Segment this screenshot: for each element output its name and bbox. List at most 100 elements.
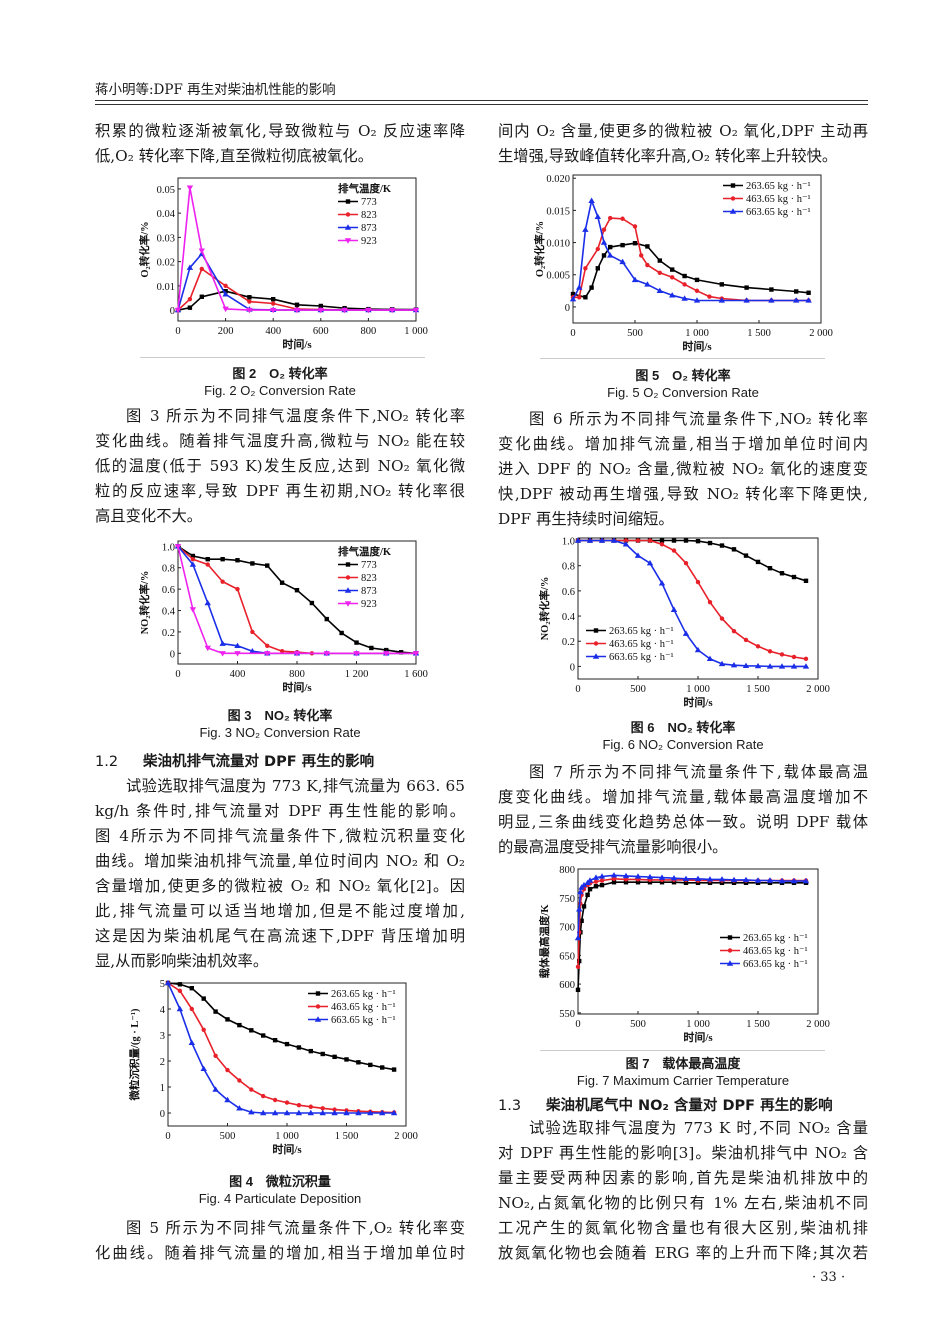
data-point: [598, 537, 606, 543]
x-axis-label: 时间/s: [282, 337, 312, 351]
data-point: [718, 660, 726, 667]
data-point: [766, 877, 774, 883]
data-point: [247, 299, 252, 304]
data-point: [693, 297, 701, 303]
data-point: [755, 644, 761, 649]
data-point: [634, 873, 642, 879]
y-axis-label: O₂转化率/%: [138, 221, 151, 277]
y-axis-label: NO₂转化率/%: [138, 571, 151, 635]
x-tick-label: 1 000: [275, 1131, 299, 1142]
y-tick-label: 750: [559, 894, 575, 905]
data-point: [623, 877, 629, 882]
legend-item: 463.65 kg · h⁻¹: [586, 639, 674, 650]
data-point: [622, 872, 630, 879]
data-point: [682, 273, 687, 279]
text-line: 此,排气流量可以适当地增加,但是不能过度增加,: [95, 902, 465, 920]
data-point: [579, 918, 584, 923]
data-point: [767, 566, 773, 571]
x-tick-label: 1 000: [686, 1019, 710, 1030]
legend-label: 263.65 kg · h⁻¹: [746, 181, 811, 192]
data-point: [707, 294, 712, 299]
y-tick-label: 5: [160, 980, 165, 990]
x-tick-label: 600: [313, 326, 329, 337]
y-tick-label: 0.2: [562, 637, 575, 648]
data-point: [803, 656, 809, 662]
legend-item: 463.65 kg · h⁻¹: [723, 194, 811, 205]
data-point: [718, 876, 726, 882]
data-point: [768, 297, 775, 303]
series-3: [569, 197, 812, 303]
text-line: 图 3 所示为不同排气温度条件下,NO₂ 转化率: [126, 407, 465, 425]
data-point: [164, 980, 172, 986]
text-line: 间内 O₂ 含量,使更多的微粒被 O₂ 氧化,DPF 主动再: [498, 122, 868, 140]
legend-label: 463.65 kg · h⁻¹: [746, 194, 811, 205]
data-point: [237, 1022, 242, 1028]
data-point: [743, 553, 749, 558]
data-point: [264, 651, 271, 657]
caption-zh: 图 2 O₂ 转化率: [232, 366, 328, 381]
text-line: 低的温度(低于 593 K)发生反应,达到 NO₂ 氧化微: [95, 457, 465, 475]
x-tick-label: 400: [265, 326, 281, 337]
data-point: [331, 1109, 338, 1116]
x-tick-label: 0: [575, 1019, 580, 1030]
data-point: [576, 284, 583, 290]
text-line: 生增强,导致峰值转化率升高,O₂ 转化率上升较快。: [498, 147, 838, 165]
legend-item: 263.65 kg · h⁻¹: [308, 989, 396, 1000]
y-tick-label: 0.005: [546, 271, 570, 282]
y-tick-label: 0: [570, 662, 575, 673]
x-tick-label: 2 000: [806, 1019, 830, 1030]
figure-5-chart: 0 500 1 000 1 500 2 000 0 0.005 0.010 0.015 0.020…: [533, 174, 833, 353]
data-point: [610, 872, 618, 878]
data-point: [644, 281, 651, 287]
data-point: [631, 276, 639, 283]
data-point: [670, 606, 678, 612]
x-tick-label: 1 000: [686, 684, 710, 695]
data-point: [669, 292, 676, 298]
data-point: [695, 579, 701, 585]
data-point: [355, 1109, 362, 1116]
legend-label: 663.65 kg · h⁻¹: [331, 1015, 396, 1026]
y-tick-label: 0.8: [162, 564, 175, 575]
data-point: [332, 1107, 337, 1112]
data-point: [645, 262, 650, 268]
data-point: [190, 556, 196, 562]
data-point: [727, 948, 733, 953]
section-title: 柴油机排气流量对 DPF 再生的影响: [143, 754, 375, 770]
figure-divider: [140, 357, 425, 358]
text-line: 积累的微粒逐渐被氧化,导致微粒与 O₂ 反应速率降: [95, 122, 465, 140]
legend-label: 463.65 kg · h⁻¹: [331, 1002, 396, 1013]
data-point: [367, 1109, 374, 1116]
data-point: [295, 1109, 303, 1116]
data-point: [659, 542, 665, 547]
legend-item: 663.65 kg · h⁻¹: [308, 1015, 396, 1026]
data-point: [744, 285, 749, 290]
data-point: [635, 538, 641, 543]
data-point: [201, 1027, 206, 1032]
data-point: [683, 538, 689, 543]
y-tick-label: 0: [565, 303, 570, 314]
data-point: [577, 888, 584, 895]
series-3: [164, 980, 398, 1116]
paragraph: 图 6 所示为不同排气流量条件下,NO₂ 转化率 变化曲线。增加排气流量,相当于增…: [498, 407, 868, 532]
data-point: [802, 663, 810, 669]
data-point: [791, 574, 797, 580]
data-point: [271, 296, 276, 302]
x-tick-label: 800: [361, 326, 377, 337]
legend-label: 923: [361, 236, 377, 247]
legend: 263.65 kg · h⁻¹ 463.65 kg · h⁻¹ 663.65 kg …: [308, 989, 396, 1026]
data-point: [639, 253, 644, 258]
data-point: [766, 663, 774, 669]
data-point: [647, 880, 653, 885]
data-point: [682, 875, 690, 881]
data-point: [223, 283, 228, 289]
data-point: [622, 541, 630, 547]
x-tick-label: 1 000: [685, 328, 709, 339]
x-tick-label: 1 500: [335, 1131, 359, 1142]
text-line: 快,DPF 被动再生增强,导致 NO₂ 转化率下降更快,: [498, 485, 868, 503]
data-point: [767, 880, 773, 886]
text-line: 曲线。增加柴油机排气流量,单位时间内 NO₂ 和 O₂: [95, 852, 465, 870]
legend-item: 923: [338, 236, 377, 247]
data-point: [284, 1041, 290, 1047]
text-line: 的最高温度受排气流量影响很小。: [498, 838, 728, 856]
data-point: [647, 538, 653, 543]
